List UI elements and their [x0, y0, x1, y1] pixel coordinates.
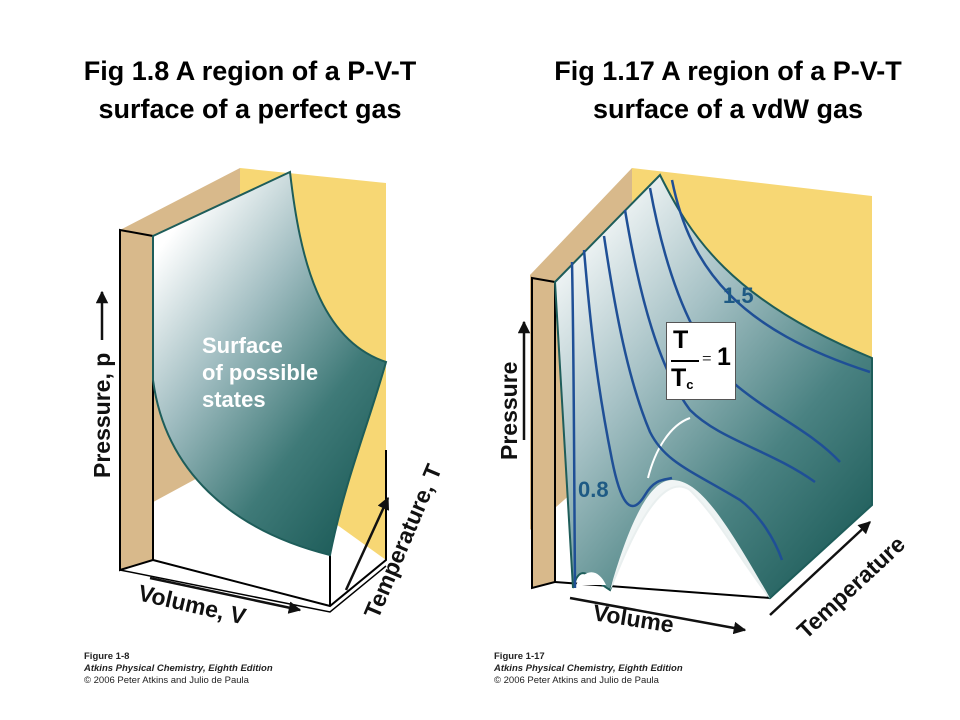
left-front-strip [119, 228, 154, 572]
right-isotherms [570, 179, 871, 589]
isotherm-critical [623, 209, 816, 484]
left-title-line2: surface of a perfect gas [98, 94, 402, 124]
left-caption-figure: Figure 1-8 [84, 651, 130, 662]
left-caption-book: Atkins Physical Chemistry, Eighth Editio… [84, 663, 273, 674]
ratio-value: 1 [717, 343, 731, 371]
right-pvt-diagram: Pressure Volume Temperature 1.5 0.8 [496, 168, 910, 644]
left-caption: Figure 1-8 Atkins Physical Chemistry, Ei… [84, 651, 273, 687]
right-caption-figure: Figure 1-17 [494, 651, 545, 662]
isotherm-3 [602, 235, 784, 561]
left-caption-copyright: © 2006 Peter Atkins and Julio de Paula [84, 675, 249, 686]
isotherm-1.5 [670, 179, 871, 374]
left-surface-label-2: of possible [202, 360, 318, 385]
ratio-denominator: Tc [671, 364, 694, 393]
fraction-bar [671, 360, 699, 362]
reduced-temperature-box: T Tc = 1 [666, 322, 736, 400]
left-surface-label-1: Surface [202, 333, 283, 358]
left-title-line1: Fig 1.8 A region of a P-V-T [83, 56, 417, 86]
right-axis-volume: Volume [591, 599, 675, 637]
isotherm-label-low: 0.8 [578, 477, 609, 502]
right-volume-arrow [569, 596, 747, 635]
right-critical-curve [647, 417, 691, 479]
isotherm-0.8 [570, 261, 577, 589]
isotherm-label-high: 1.5 [723, 283, 754, 308]
left-temperature-arrow [344, 496, 390, 591]
right-coexistence-dome [610, 480, 770, 598]
right-small-dome [576, 572, 606, 585]
left-pvt-diagram: Pressure, p Volume, V Temperature, T Sur… [89, 168, 447, 630]
ratio-numerator: T [673, 326, 689, 354]
left-surface [152, 170, 388, 557]
left-axis-pressure: Pressure, p [89, 353, 115, 478]
ratio-subscript: c [686, 377, 694, 392]
left-base-lower [119, 565, 387, 613]
right-title-line2: surface of a vdW gas [592, 94, 864, 124]
left-surface-label-3: states [202, 387, 266, 412]
right-axis-pressure: Pressure [496, 362, 522, 460]
right-caption-copyright: © 2006 Peter Atkins and Julio de Paula [494, 675, 659, 686]
right-title-line1: Fig 1.17 A region of a P-V-T [554, 56, 902, 86]
right-caption: Figure 1-17 Atkins Physical Chemistry, E… [494, 651, 683, 687]
right-front-strip [531, 276, 556, 590]
ratio-denominator-letter: T [671, 364, 687, 392]
ratio-equals: = [702, 349, 712, 368]
right-caption-book: Atkins Physical Chemistry, Eighth Editio… [494, 663, 683, 674]
right-temperature-arrow [769, 521, 871, 616]
right-figure-title: Fig 1.17 A region of a P-V-T surface of … [498, 52, 958, 128]
isotherm-2 [582, 249, 673, 508]
left-volume-arrow [149, 576, 302, 614]
left-figure-title: Fig 1.8 A region of a P-V-T surface of a… [30, 52, 470, 128]
